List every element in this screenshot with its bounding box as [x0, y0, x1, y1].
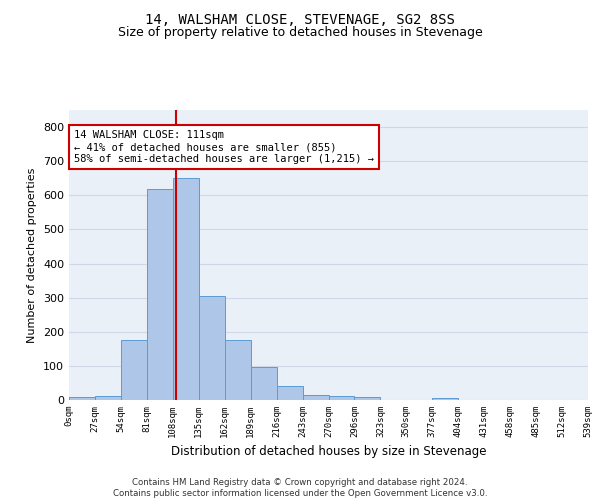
Bar	[251, 367, 277, 400]
Y-axis label: Number of detached properties: Number of detached properties	[28, 168, 37, 342]
X-axis label: Distribution of detached houses by size in Stevenage: Distribution of detached houses by size …	[171, 446, 486, 458]
Bar	[173, 178, 199, 400]
Bar	[147, 189, 173, 400]
Bar	[277, 386, 302, 400]
Text: Contains HM Land Registry data © Crown copyright and database right 2024.
Contai: Contains HM Land Registry data © Crown c…	[113, 478, 487, 498]
Bar	[355, 397, 380, 400]
Bar	[329, 396, 355, 400]
Text: 14, WALSHAM CLOSE, STEVENAGE, SG2 8SS: 14, WALSHAM CLOSE, STEVENAGE, SG2 8SS	[145, 12, 455, 26]
Bar	[121, 340, 147, 400]
Bar	[225, 340, 251, 400]
Text: 14 WALSHAM CLOSE: 111sqm
← 41% of detached houses are smaller (855)
58% of semi-: 14 WALSHAM CLOSE: 111sqm ← 41% of detach…	[74, 130, 374, 164]
Bar	[432, 398, 458, 400]
Bar	[302, 395, 329, 400]
Text: Size of property relative to detached houses in Stevenage: Size of property relative to detached ho…	[118, 26, 482, 39]
Bar	[95, 396, 121, 400]
Bar	[199, 296, 224, 400]
Bar	[69, 398, 95, 400]
